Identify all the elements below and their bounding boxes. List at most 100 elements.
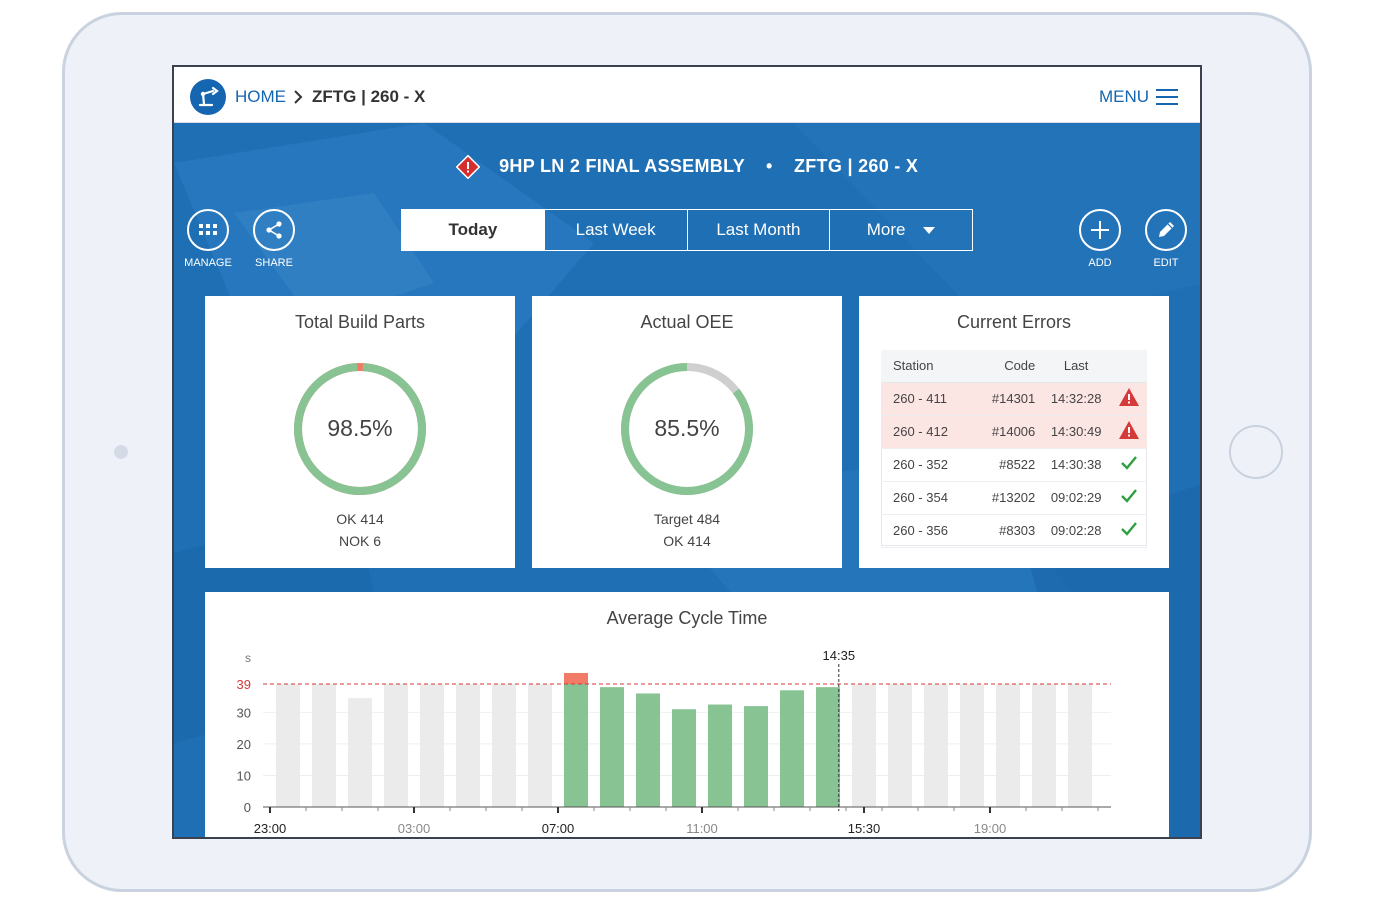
donut-value: 98.5% — [327, 415, 393, 441]
actual-oee-card: Actual OEE 85.5% Target 484 OK 414 — [532, 296, 842, 568]
edit-label: EDIT — [1153, 257, 1179, 269]
line-name: 9HP LN 2 FINAL ASSEMBLY — [499, 155, 745, 176]
robot-arm-logo-icon[interactable] — [190, 79, 226, 115]
tab-today[interactable]: Today — [402, 210, 545, 250]
add-button[interactable] — [1079, 209, 1121, 251]
chevron-right-icon — [294, 90, 303, 104]
cycle-bar — [816, 687, 840, 807]
station-cell: 260 - 354 — [881, 481, 974, 515]
breadcrumb-current: ZFTG | 260 - X — [312, 87, 426, 106]
tab-last-week[interactable]: Last Week — [545, 210, 688, 250]
card-title: Current Errors — [956, 312, 1072, 332]
card-title: Total Build Parts — [294, 312, 426, 332]
checkmark-icon — [1111, 481, 1147, 515]
page-heading: 9HP LN 2 FINAL ASSEMBLY • ZFTG | 260 - X — [174, 155, 1200, 179]
cycle-bar — [888, 684, 912, 807]
ok-count: OK 414 — [336, 511, 384, 527]
error-diamond-icon — [455, 155, 480, 179]
donut-value: 85.5% — [654, 415, 720, 441]
error-row[interactable]: 260 - 411 #14301 14:32:28 — [881, 382, 1147, 416]
y-tick-label: 0 — [244, 800, 251, 815]
warning-triangle-icon — [1111, 382, 1147, 416]
cycle-bar — [276, 684, 300, 807]
tab-more-dropdown[interactable]: More — [830, 210, 972, 250]
caret-down-icon — [923, 226, 936, 234]
cycle-bar — [780, 690, 804, 807]
station-cell: 260 - 352 — [881, 448, 974, 482]
cycle-bar — [924, 684, 948, 807]
total-build-parts-donut — [294, 363, 426, 495]
errors-table: Station Code Last 260 - 411 #14301 14:32:2… — [881, 350, 1147, 548]
station-cell: 260 - 412 — [881, 415, 974, 449]
station-name: ZFTG | 260 - X — [793, 155, 919, 176]
last-time-cell: 09:02:28 — [1041, 514, 1111, 548]
error-row[interactable]: 260 - 356 #8303 09:02:28 — [881, 514, 1147, 548]
breadcrumb-home-link[interactable]: HOME — [235, 87, 286, 106]
x-tick-label: 11:00 — [686, 821, 718, 836]
menu-button-label[interactable]: MENU — [1099, 87, 1150, 106]
error-row[interactable]: 260 - 412 #14006 14:30:49 — [881, 415, 1147, 449]
cycle-bar — [348, 698, 372, 807]
cycle-bar — [564, 684, 588, 807]
table-header-row: Station Code Last — [881, 350, 1147, 383]
column-header-status — [1111, 350, 1147, 383]
plus-icon — [1091, 221, 1109, 239]
column-header-last: Last — [1041, 350, 1111, 383]
code-cell: #14301 — [973, 382, 1042, 416]
tab-last-month[interactable]: Last Month — [688, 210, 831, 250]
cycle-bar — [600, 687, 624, 807]
grid-dots-icon — [199, 224, 217, 235]
code-cell: #8522 — [973, 448, 1042, 482]
app-screen: HOME ZFTG | 260 - X MENU 9HP LN 2 FINAL … — [172, 65, 1202, 839]
add-label: ADD — [1088, 257, 1112, 269]
column-header-station: Station — [881, 350, 974, 383]
y-tick-label: 20 — [237, 737, 251, 752]
last-time-cell: 14:30:38 — [1041, 448, 1111, 482]
share-icon — [266, 221, 282, 239]
y-axis-unit-label: s — [245, 651, 251, 665]
hamburger-menu-icon[interactable] — [1156, 89, 1178, 105]
cycle-bar — [456, 684, 480, 807]
cycle-bar — [312, 684, 336, 807]
cycle-bar-over-threshold — [564, 672, 588, 684]
top-bar: HOME ZFTG | 260 - X MENU — [174, 67, 1200, 123]
ok-count: OK 414 — [663, 533, 711, 549]
cycle-bar — [852, 684, 876, 807]
donut-ok-arc — [294, 363, 426, 495]
x-tick-label: 23:00 — [254, 821, 287, 836]
pencil-icon — [1159, 222, 1174, 237]
y-tick-label: 30 — [237, 705, 251, 720]
code-cell: #14006 — [973, 415, 1042, 449]
station-cell: 260 - 356 — [881, 514, 974, 548]
code-cell: #13202 — [973, 481, 1042, 515]
errors-table-body: 260 - 411 #14301 14:32:28 260 - 412 #14006 14… — [881, 382, 1147, 548]
target-count: Target 484 — [653, 511, 721, 527]
chart-title: Average Cycle Time — [606, 608, 768, 628]
cycle-bar — [1068, 684, 1092, 807]
manage-button[interactable] — [187, 209, 229, 251]
x-tick-label: 19:00 — [974, 821, 1007, 836]
share-button[interactable] — [253, 209, 295, 251]
column-header-code: Code — [973, 350, 1042, 383]
warning-triangle-icon — [1111, 415, 1147, 449]
actual-oee-donut — [621, 363, 753, 495]
heading-separator: • — [766, 155, 773, 176]
tab-more-label: More — [866, 220, 906, 239]
share-label: SHARE — [255, 257, 293, 269]
cycle-bar — [1032, 684, 1056, 807]
tablet-camera — [114, 445, 128, 459]
cycle-bar — [672, 709, 696, 807]
cycle-bar — [960, 684, 984, 807]
last-time-cell: 09:02:29 — [1041, 481, 1111, 515]
total-build-parts-card: Total Build Parts 98.5% OK 414 NOK 6 — [205, 296, 515, 568]
nok-count: NOK 6 — [338, 533, 381, 549]
tablet-home-button[interactable] — [1229, 425, 1283, 479]
edit-button[interactable] — [1145, 209, 1187, 251]
error-row[interactable]: 260 - 352 #8522 14:30:38 — [881, 448, 1147, 482]
checkmark-icon — [1111, 514, 1147, 548]
current-errors-card: Current Errors Station Code Last 260 - 4… — [859, 296, 1169, 568]
error-row[interactable]: 260 - 354 #13202 09:02:29 — [881, 481, 1147, 515]
cycle-bar — [744, 706, 768, 807]
cycle-bar — [528, 684, 552, 807]
average-cycle-time-card: Average Cycle Time 0 10 20 30 39 s 23:00 03:00 0… — [205, 592, 1169, 837]
